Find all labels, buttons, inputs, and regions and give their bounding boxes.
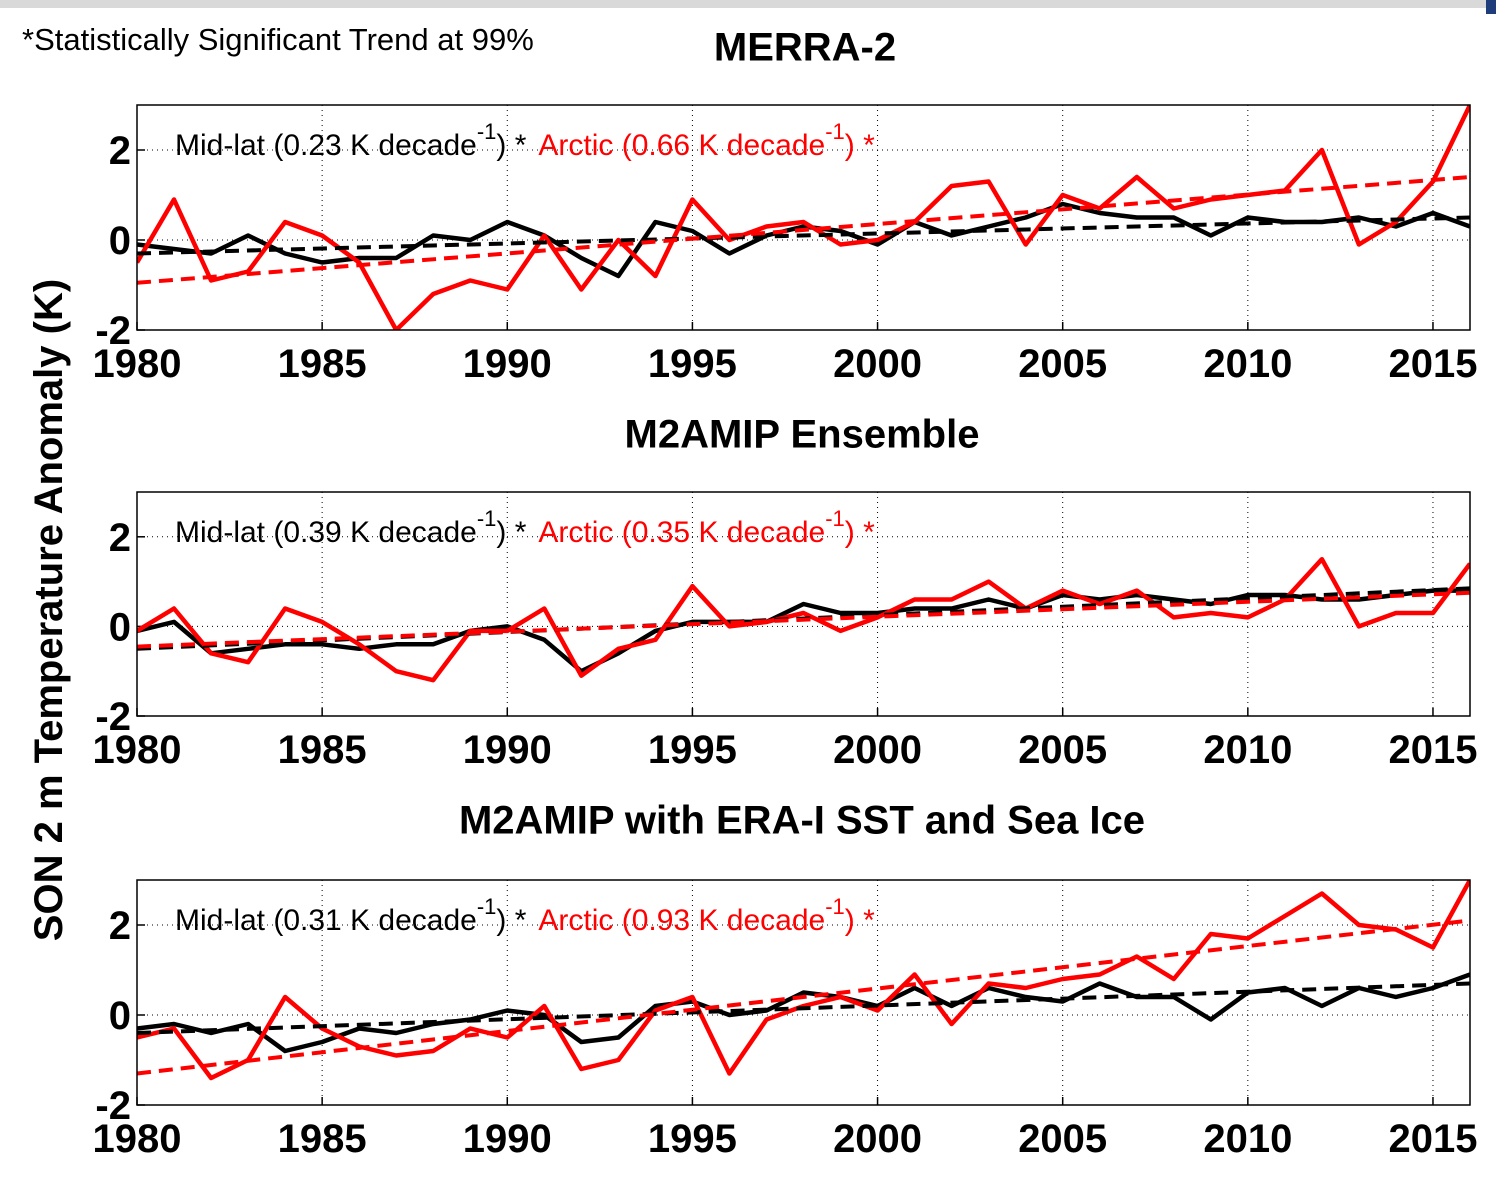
x-tick-label: 2015 (1388, 728, 1477, 772)
x-tick-label: 1980 (93, 1117, 182, 1161)
x-tick-label: 1995 (648, 342, 737, 386)
annotation-exponent: -1 (825, 119, 845, 144)
x-tick-label: 1980 (93, 728, 182, 772)
y-tick-label: 0 (109, 219, 131, 263)
x-tick-label: 1995 (648, 728, 737, 772)
axes-frame (136, 104, 1471, 331)
annotation: Mid-lat (0.23 K decade-1) * Arctic (0.66 … (175, 119, 875, 162)
note: *Statistically Significant Trend at 99% (22, 22, 534, 57)
annotation-name: Arctic (0.66 K decade (538, 129, 825, 162)
chart-title: MERRA-2 (714, 26, 896, 70)
annotation: Mid-lat (0.39 K decade-1) * Arctic (0.35 … (175, 506, 875, 549)
annotation-suffix: ) * (845, 904, 875, 937)
x-tick-label: 2005 (1018, 1117, 1107, 1161)
annotation-name: Mid-lat (0.23 K decade (175, 129, 477, 162)
y-tick-label: 0 (109, 605, 131, 649)
x-tick-label: 2005 (1018, 728, 1107, 772)
trend-line (137, 918, 1470, 1076)
x-tick-label: 2010 (1203, 342, 1292, 386)
y-tick-label: -2 (95, 1084, 131, 1128)
x-tick-label: 2015 (1388, 1117, 1477, 1161)
y-tick-label: -2 (95, 309, 131, 353)
annotation-suffix: ) * (496, 904, 526, 937)
annotation-exponent: -1 (477, 506, 497, 531)
top-strip (0, 0, 1496, 8)
trend-line (137, 981, 1470, 1035)
y-tick-label: -2 (95, 695, 131, 739)
x-tick-label: 1990 (463, 728, 552, 772)
x-tick-label: 2005 (1018, 342, 1107, 386)
x-tick-label: 1990 (463, 1117, 552, 1161)
y-axis-label: SON 2 m Temperature Anomaly (K) (27, 279, 71, 941)
x-tick-label: 2000 (833, 342, 922, 386)
y-tick-label: 2 (109, 129, 131, 173)
x-tick-label: 1980 (93, 342, 182, 386)
y-tick-label: 0 (109, 994, 131, 1038)
x-tick-label: 1995 (648, 1117, 737, 1161)
axes-frame (136, 491, 1471, 717)
annotation-name: Mid-lat (0.31 K decade (175, 904, 477, 937)
x-tick-label: 2000 (833, 728, 922, 772)
trend-line (137, 215, 1470, 256)
series-line (137, 556, 1470, 683)
annotation-suffix: ) * (845, 516, 875, 549)
annotation-suffix: ) * (496, 129, 526, 162)
annotation-suffix: ) * (845, 129, 875, 162)
x-tick-label: 2010 (1203, 728, 1292, 772)
chart-title: M2AMIP with ERA-I SST and Sea Ice (459, 799, 1145, 843)
axes-frame (136, 879, 1471, 1106)
annotation-name: Arctic (0.93 K decade (538, 904, 825, 937)
annotation-exponent: -1 (825, 894, 845, 919)
x-tick-label: 2015 (1388, 342, 1477, 386)
x-tick-label: 2010 (1203, 1117, 1292, 1161)
series-line (137, 588, 1470, 674)
x-tick-label: 1985 (278, 728, 367, 772)
series-line (137, 105, 1470, 330)
annotation-exponent: -1 (825, 506, 845, 531)
annotation-exponent: -1 (477, 119, 497, 144)
annotation-name: Arctic (0.35 K decade (538, 516, 825, 549)
x-tick-label: 1985 (278, 342, 367, 386)
x-tick-label: 2000 (833, 1117, 922, 1161)
x-tick-label: 1990 (463, 342, 552, 386)
y-tick-label: 2 (109, 904, 131, 948)
annotation-name: Mid-lat (0.39 K decade (175, 516, 477, 549)
trend-line (137, 590, 1470, 649)
series-line (137, 201, 1470, 279)
annotation: Mid-lat (0.31 K decade-1) * Arctic (0.93 … (175, 894, 875, 937)
corner-mark (1486, 0, 1496, 14)
annotation-exponent: -1 (477, 894, 497, 919)
trend-line (137, 175, 1470, 285)
x-tick-label: 1985 (278, 1117, 367, 1161)
chart-title: M2AMIP Ensemble (625, 413, 980, 457)
annotation-suffix: ) * (496, 516, 526, 549)
y-tick-label: 2 (109, 516, 131, 560)
